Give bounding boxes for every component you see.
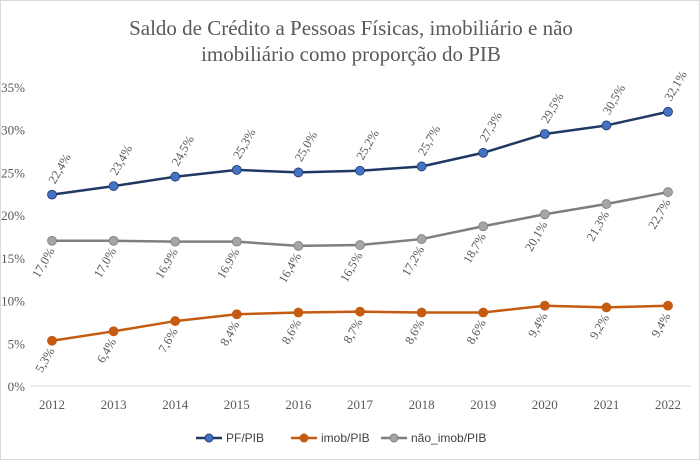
legend-label: PF/PIB	[226, 431, 264, 445]
data-point	[478, 221, 489, 232]
data-point	[478, 307, 489, 318]
y-tick-label: 30%	[1, 123, 25, 138]
series-line-2	[52, 190, 669, 248]
data-point	[170, 316, 181, 326]
data-point	[416, 161, 427, 172]
x-tick-label: 2016	[285, 397, 312, 412]
data-label: 18,7%	[461, 231, 489, 266]
y-tick-label: 25%	[1, 165, 25, 180]
data-point	[663, 187, 673, 197]
data-point	[416, 307, 427, 318]
data-label: 25,0%	[292, 129, 320, 164]
data-label: 9,4%	[648, 310, 673, 340]
data-label: 16,9%	[214, 246, 242, 281]
x-tick-label: 2017	[347, 397, 374, 412]
data-point	[416, 234, 427, 244]
data-label: 16,5%	[337, 250, 365, 285]
data-label: 8,6%	[279, 317, 304, 347]
x-tick-label: 2022	[655, 397, 681, 412]
x-tick-label: 2014	[162, 397, 189, 412]
legend-label: não_imob/PIB	[411, 431, 486, 445]
data-label: 25,3%	[230, 126, 258, 161]
legend-marker	[389, 433, 399, 443]
legend-label: imob/PIB	[321, 431, 370, 445]
x-tick-label: 2015	[224, 397, 250, 412]
data-point	[108, 181, 119, 191]
data-point	[539, 209, 550, 220]
data-label: 22,7%	[645, 197, 673, 232]
data-point	[663, 106, 673, 117]
data-label: 20,1%	[522, 219, 550, 254]
data-point	[47, 235, 57, 246]
data-label: 30,5%	[600, 82, 628, 117]
data-label: 25,2%	[353, 127, 381, 162]
data-label: 8,7%	[340, 316, 365, 346]
x-tick-label: 2013	[101, 397, 127, 412]
legend-marker	[204, 433, 214, 443]
data-point	[293, 167, 304, 178]
data-point	[355, 165, 365, 176]
x-tick-label: 2021	[593, 397, 619, 412]
data-label: 17,0%	[91, 245, 119, 280]
data-point	[293, 240, 304, 251]
y-tick-label: 35%	[1, 80, 25, 95]
legend-marker	[299, 433, 309, 443]
data-point	[601, 120, 612, 131]
data-point	[47, 335, 57, 346]
data-point	[108, 326, 119, 337]
data-point	[539, 300, 550, 311]
data-label: 6,4%	[94, 336, 119, 366]
data-label: 8,4%	[217, 319, 242, 349]
chart-title-line-1: Saldo de Crédito a Pessoas Físicas, imob…	[129, 16, 573, 40]
x-tick-label: 2012	[39, 397, 65, 412]
data-label: 21,3%	[584, 209, 612, 244]
data-point	[478, 147, 489, 158]
data-label: 29,5%	[538, 91, 566, 126]
data-point	[231, 309, 242, 320]
x-tick-label: 2020	[532, 397, 558, 412]
data-point	[231, 236, 242, 247]
data-point	[663, 300, 673, 311]
data-label: 24,5%	[169, 133, 197, 168]
data-point	[293, 307, 304, 318]
data-point	[47, 189, 57, 200]
data-point	[601, 302, 612, 313]
data-label: 25,7%	[415, 123, 443, 158]
data-point	[231, 164, 242, 175]
data-label: 22,4%	[45, 151, 73, 186]
data-label: 16,9%	[153, 246, 181, 281]
data-point	[539, 129, 550, 139]
data-label: 8,6%	[464, 317, 489, 347]
data-label: 5,3%	[32, 345, 57, 375]
y-tick-label: 20%	[1, 208, 25, 223]
data-label: 17,2%	[399, 244, 427, 279]
data-point	[355, 240, 365, 250]
data-label: 9,2%	[587, 312, 612, 342]
chart-title-line-2: imobiliário como proporção do PIB	[201, 42, 501, 66]
data-label: 32,1%	[661, 68, 689, 103]
data-point	[170, 171, 181, 182]
y-tick-label: 10%	[1, 294, 25, 309]
data-label: 23,4%	[107, 143, 135, 178]
x-tick-label: 2018	[409, 397, 435, 412]
data-label: 27,3%	[477, 109, 505, 144]
y-tick-label: 0%	[8, 379, 26, 394]
data-point	[355, 306, 365, 317]
data-label: 17,0%	[29, 245, 57, 280]
x-tick-label: 2019	[470, 397, 496, 412]
data-label: 8,6%	[402, 317, 427, 347]
y-tick-label: 15%	[1, 251, 25, 266]
data-label: 16,4%	[276, 250, 304, 285]
data-label: 7,6%	[156, 326, 181, 356]
data-point	[601, 199, 612, 209]
y-tick-label: 5%	[8, 336, 26, 351]
data-point	[108, 235, 119, 246]
data-label: 9,4%	[525, 310, 550, 340]
data-point	[170, 236, 181, 247]
